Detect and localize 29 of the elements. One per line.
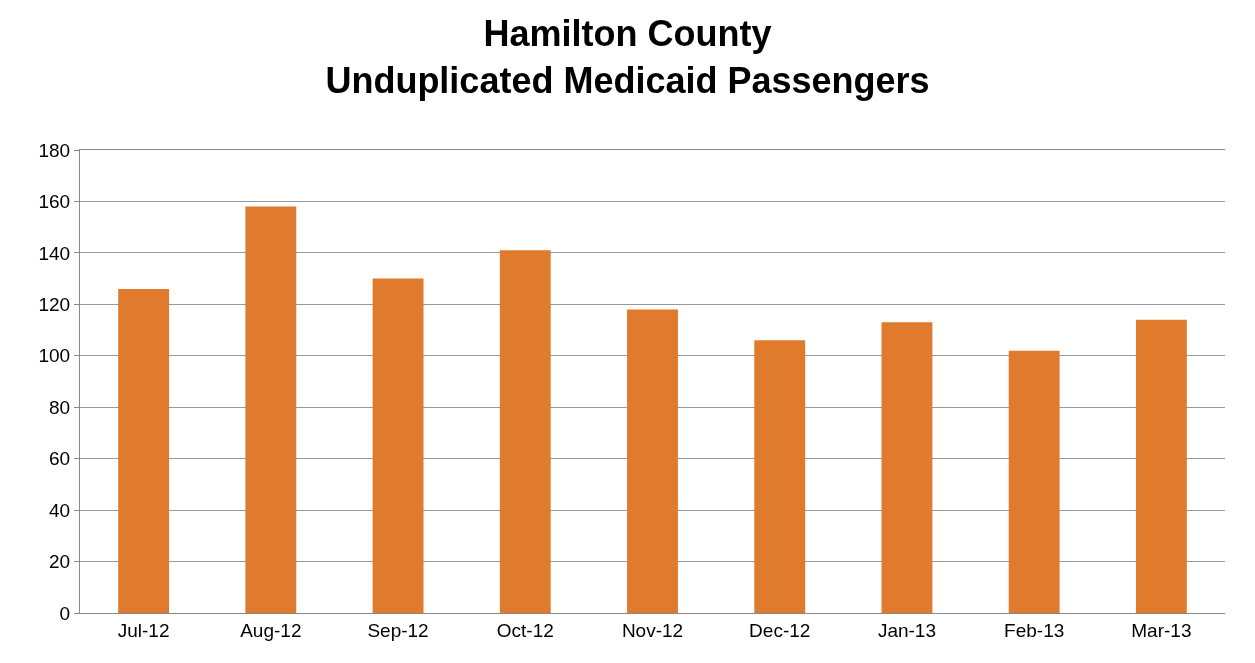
bar: [118, 288, 170, 613]
y-tick-label: 20: [49, 551, 71, 573]
bar: [245, 206, 297, 613]
y-tick-label: 0: [59, 602, 71, 624]
bar: [881, 322, 933, 613]
x-tick-label: Aug-12: [240, 619, 302, 641]
x-tick-label: Nov-12: [621, 619, 684, 641]
x-tick-label: Feb-13: [1004, 619, 1065, 641]
y-tick-label: 80: [49, 396, 71, 418]
y-tick-label: 120: [38, 293, 71, 315]
bar: [1135, 319, 1187, 613]
bar: [499, 250, 551, 613]
x-tick-label: Dec-12: [749, 619, 811, 641]
bar: [754, 340, 806, 613]
bar: [1008, 350, 1060, 613]
chart-title: Hamilton County Unduplicated Medicaid Passengers: [325, 13, 930, 102]
y-tick-label: 60: [49, 448, 71, 470]
y-tick-label: 100: [38, 345, 71, 367]
x-tick-label: Sep-12: [367, 619, 429, 641]
y-tick-label: 140: [38, 242, 71, 264]
x-tick-label: Jul-12: [117, 619, 170, 641]
x-tick-label: Jan-13: [877, 619, 936, 641]
x-tick-label: Oct-12: [496, 619, 554, 641]
bar: [372, 278, 424, 613]
y-tick-label: 40: [49, 499, 71, 521]
y-tick-label: 180: [38, 139, 71, 161]
y-tick-label: 160: [38, 191, 71, 213]
bar: [627, 309, 678, 613]
x-tick-label: Mar-13: [1131, 619, 1192, 641]
